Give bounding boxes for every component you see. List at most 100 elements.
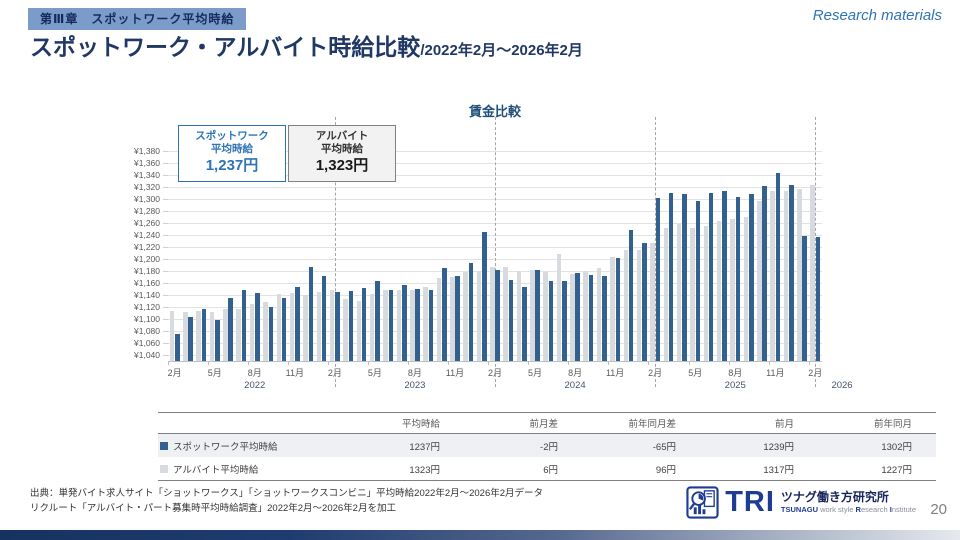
bar-arbeit bbox=[716, 221, 722, 361]
x-tick bbox=[608, 361, 610, 365]
plot-area: ¥1,040 ¥1,060 ¥1,080 ¥1,100 ¥1,120 ¥1,140 ¥1,1… bbox=[134, 117, 853, 391]
bar-spotwork bbox=[708, 193, 714, 361]
bar-arbeit bbox=[276, 294, 282, 361]
bar-spotwork bbox=[655, 197, 661, 361]
bar-spotwork bbox=[455, 275, 460, 361]
bar-spotwork bbox=[668, 193, 674, 361]
tsunagu-logo: TRI ツナグ働き方研究所 TSUNAGU work style Researc… bbox=[686, 486, 916, 519]
table-row-arbeit: アルバイト平均時給 1323円 6円 96円 1317円 1227円 bbox=[158, 457, 936, 481]
x-tick bbox=[248, 361, 250, 365]
x-tick bbox=[328, 361, 330, 365]
bar-arbeit bbox=[623, 250, 629, 361]
y-tick bbox=[163, 307, 168, 308]
bar-spotwork bbox=[642, 243, 647, 361]
wage-comparison-chart: 賃金比較 スポットワーク 平均時給 1,237円 アルバイト 平均時給 1,32… bbox=[110, 95, 955, 410]
bar-arbeit bbox=[757, 201, 762, 361]
bar-arbeit bbox=[183, 311, 188, 361]
x-tick bbox=[568, 361, 570, 365]
header-prev-month: 前月 bbox=[700, 412, 818, 434]
bar-spotwork bbox=[308, 267, 314, 361]
x-axis-month-label: 8月 bbox=[568, 368, 583, 378]
bar-spotwork bbox=[241, 289, 247, 361]
bar-spotwork bbox=[682, 194, 687, 361]
spotwork-callout-value: 1,237円 bbox=[205, 157, 259, 175]
y-axis-label: ¥1,260 bbox=[134, 218, 160, 228]
y-tick bbox=[163, 175, 168, 176]
x-tick bbox=[808, 361, 810, 365]
y-axis-label: ¥1,040 bbox=[134, 350, 160, 360]
bar-spotwork bbox=[495, 269, 500, 361]
x-axis-month-label: 11月 bbox=[285, 368, 304, 378]
bar-arbeit bbox=[263, 302, 268, 361]
logo-name-english: TSUNAGU work style Research Institute bbox=[780, 505, 916, 515]
bar-spotwork bbox=[482, 232, 487, 361]
arbeit-row-label: アルバイト平均時給 bbox=[173, 464, 259, 476]
bottom-accent-bar bbox=[0, 530, 960, 540]
bar-spotwork bbox=[268, 307, 274, 361]
x-tick bbox=[688, 361, 690, 365]
bar-arbeit bbox=[556, 253, 562, 361]
y-axis-label: ¥1,340 bbox=[134, 170, 160, 180]
bar-arbeit bbox=[356, 301, 362, 361]
page-title-range: /2022年2月～2026年2月 bbox=[420, 42, 583, 59]
x-axis-year-label: 2022 bbox=[244, 380, 266, 391]
header-yoy-diff: 前年同月差 bbox=[582, 412, 700, 434]
y-axis-label: ¥1,160 bbox=[134, 278, 160, 288]
arbeit-average: 1323円 bbox=[346, 457, 464, 481]
bar-spotwork bbox=[508, 280, 514, 361]
y-tick bbox=[163, 271, 168, 272]
x-axis-month-label: 5月 bbox=[207, 368, 222, 378]
header-mom-diff: 前月差 bbox=[464, 412, 582, 434]
y-tick bbox=[163, 199, 168, 200]
x-axis-month-label: 11月 bbox=[445, 368, 465, 378]
bar-spotwork bbox=[815, 236, 821, 361]
x-axis-month-label: 2月 bbox=[167, 368, 182, 378]
y-tick bbox=[163, 235, 168, 236]
bar-spotwork bbox=[575, 273, 580, 361]
bar-arbeit bbox=[676, 224, 682, 361]
arbeit-prev-month: 1317円 bbox=[700, 457, 818, 481]
bar-spotwork bbox=[361, 288, 367, 361]
bar-spotwork bbox=[175, 334, 180, 361]
bar-spotwork bbox=[522, 287, 527, 361]
bar-spotwork bbox=[295, 287, 300, 361]
bar-arbeit bbox=[303, 295, 308, 361]
spotwork-legend-swatch bbox=[160, 441, 168, 450]
bar-spotwork bbox=[375, 281, 380, 361]
page-title-main: スポットワーク・アルバイト時給比較 bbox=[30, 34, 421, 60]
x-axis-month-label: 8月 bbox=[728, 368, 743, 378]
y-axis-label: ¥1,300 bbox=[134, 194, 160, 204]
y-axis-label: ¥1,080 bbox=[134, 326, 160, 336]
bar-arbeit bbox=[516, 271, 522, 361]
y-tick bbox=[163, 151, 168, 152]
bar-arbeit bbox=[690, 227, 695, 361]
y-axis-label: ¥1,380 bbox=[134, 146, 160, 156]
y-tick bbox=[163, 319, 168, 320]
y-tick bbox=[163, 187, 168, 188]
bar-arbeit bbox=[730, 219, 735, 361]
bar-spotwork bbox=[748, 194, 754, 361]
x-axis-month-label: 11月 bbox=[605, 368, 625, 378]
y-axis-label: ¥1,180 bbox=[134, 266, 160, 276]
x-tick bbox=[528, 361, 530, 365]
y-axis-label: ¥1,320 bbox=[134, 182, 160, 192]
bar-spotwork bbox=[588, 275, 594, 361]
y-tick bbox=[163, 283, 168, 284]
bar-spotwork bbox=[468, 262, 474, 361]
y-axis-label: ¥1,240 bbox=[134, 230, 160, 240]
x-tick bbox=[728, 361, 730, 365]
y-tick bbox=[163, 355, 168, 356]
arbeit-callout-line2: 平均時給 bbox=[321, 143, 363, 156]
bar-arbeit bbox=[289, 293, 295, 361]
bar-arbeit bbox=[703, 226, 709, 361]
spotwork-callout-line2: 平均時給 bbox=[211, 143, 253, 156]
bar-arbeit bbox=[797, 188, 802, 361]
bar-spotwork bbox=[789, 184, 794, 361]
bar-spotwork bbox=[281, 298, 287, 361]
x-tick bbox=[408, 361, 410, 365]
bar-spotwork bbox=[255, 293, 260, 361]
bar-arbeit bbox=[236, 308, 241, 361]
bar-arbeit bbox=[476, 271, 482, 361]
y-axis-label: ¥1,360 bbox=[134, 158, 160, 168]
y-tick bbox=[163, 163, 168, 164]
